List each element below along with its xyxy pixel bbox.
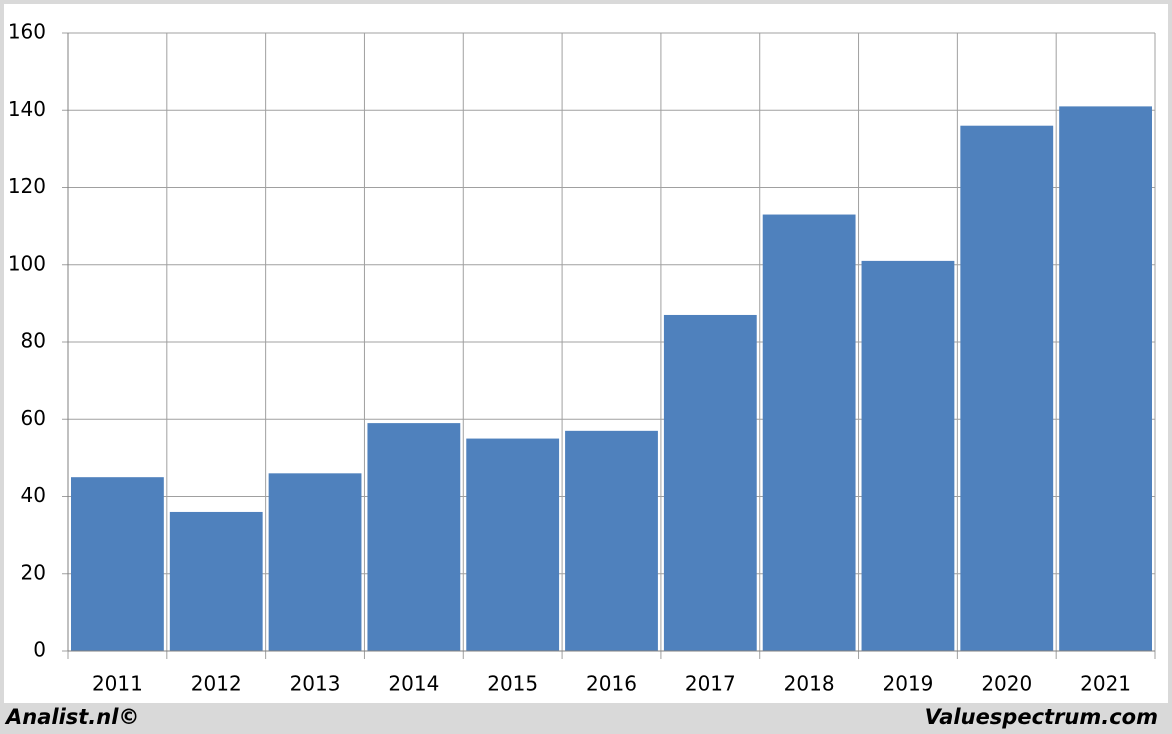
bar [169, 511, 263, 651]
y-tick-label: 120 [8, 174, 46, 198]
bar [367, 423, 461, 651]
y-tick-label: 0 [33, 638, 46, 662]
x-tick-label: 2015 [487, 672, 538, 696]
bar [565, 430, 658, 651]
y-tick-label: 160 [8, 20, 46, 44]
bar [466, 438, 560, 651]
x-tick-label: 2018 [784, 672, 835, 696]
x-tick-label: 2020 [981, 672, 1032, 696]
bar [960, 125, 1054, 651]
footer-right: Valuespectrum.com [925, 705, 1158, 729]
bar [762, 214, 856, 651]
x-tick-label: 2017 [685, 672, 736, 696]
x-tick-label: 2012 [191, 672, 242, 696]
bar [861, 260, 955, 651]
bar [1059, 106, 1152, 651]
y-tick-label: 140 [8, 97, 46, 121]
y-tick-label: 60 [21, 406, 46, 430]
bar [268, 473, 362, 651]
x-tick-label: 2011 [92, 672, 143, 696]
y-tick-label: 20 [21, 560, 46, 584]
x-tick-label: 2013 [290, 672, 341, 696]
x-tick-label: 2019 [883, 672, 934, 696]
x-tick-label: 2014 [388, 672, 439, 696]
bar [71, 477, 164, 651]
x-tick-label: 2021 [1080, 672, 1131, 696]
footer-left: Analist.nl© [4, 705, 139, 729]
x-tick-label: 2016 [586, 672, 637, 696]
y-tick-label: 80 [21, 329, 46, 353]
y-tick-label: 100 [8, 251, 46, 275]
y-tick-label: 40 [21, 483, 46, 507]
bar [663, 314, 757, 651]
